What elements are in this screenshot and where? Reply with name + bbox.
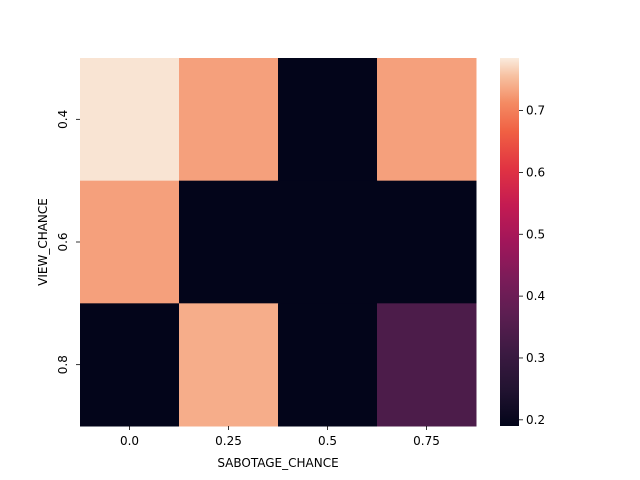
heatmap-cell-r2-c2	[278, 303, 378, 427]
y-axis-label: VIEW_CHANCE	[36, 198, 50, 286]
y-tick-label: 0.8	[56, 355, 70, 374]
x-axis-label: SABOTAGE_CHANCE	[217, 456, 338, 470]
heatmap-cell-r1-c1	[179, 180, 279, 304]
heatmap-cell-r2-c0	[80, 303, 180, 427]
colorbar-tick-label: 0.5	[526, 227, 545, 241]
heatmap-cell-r0-c2	[278, 58, 378, 182]
x-tick-label: 0.25	[215, 434, 242, 448]
y-tick-label: 0.6	[56, 232, 70, 251]
colorbar	[500, 58, 519, 426]
colorbar-tick-label: 0.2	[526, 413, 545, 427]
heatmap-cell-r0-c0	[80, 58, 180, 182]
colorbar-tick-label: 0.3	[526, 351, 545, 365]
heatmap-cell-r0-c1	[179, 58, 279, 182]
colorbar-tick-label: 0.6	[526, 165, 545, 179]
heatmap-cell-r2-c1	[179, 303, 279, 427]
heatmap-cell-r2-c3	[377, 303, 477, 427]
heatmap-cell-r0-c3	[377, 58, 477, 182]
x-tick-label: 0.0	[120, 434, 139, 448]
heatmap-cell-r1-c3	[377, 180, 477, 304]
y-tick-label: 0.4	[56, 110, 70, 129]
y-axis-ticks: 0.4 0.6 0.8	[56, 110, 80, 374]
heatmap-cells	[80, 58, 477, 427]
x-axis-ticks: 0.0 0.25 0.5 0.75	[120, 426, 440, 448]
heatmap-cell-r1-c2	[278, 180, 378, 304]
heatmap-cell-r1-c0	[80, 180, 180, 304]
colorbar-tick-label: 0.4	[526, 289, 545, 303]
colorbar-ticks: 0.2 0.3 0.4 0.5 0.6 0.7	[519, 104, 545, 427]
x-tick-label: 0.5	[318, 434, 337, 448]
x-tick-label: 0.75	[413, 434, 440, 448]
colorbar-tick-label: 0.7	[526, 104, 545, 118]
